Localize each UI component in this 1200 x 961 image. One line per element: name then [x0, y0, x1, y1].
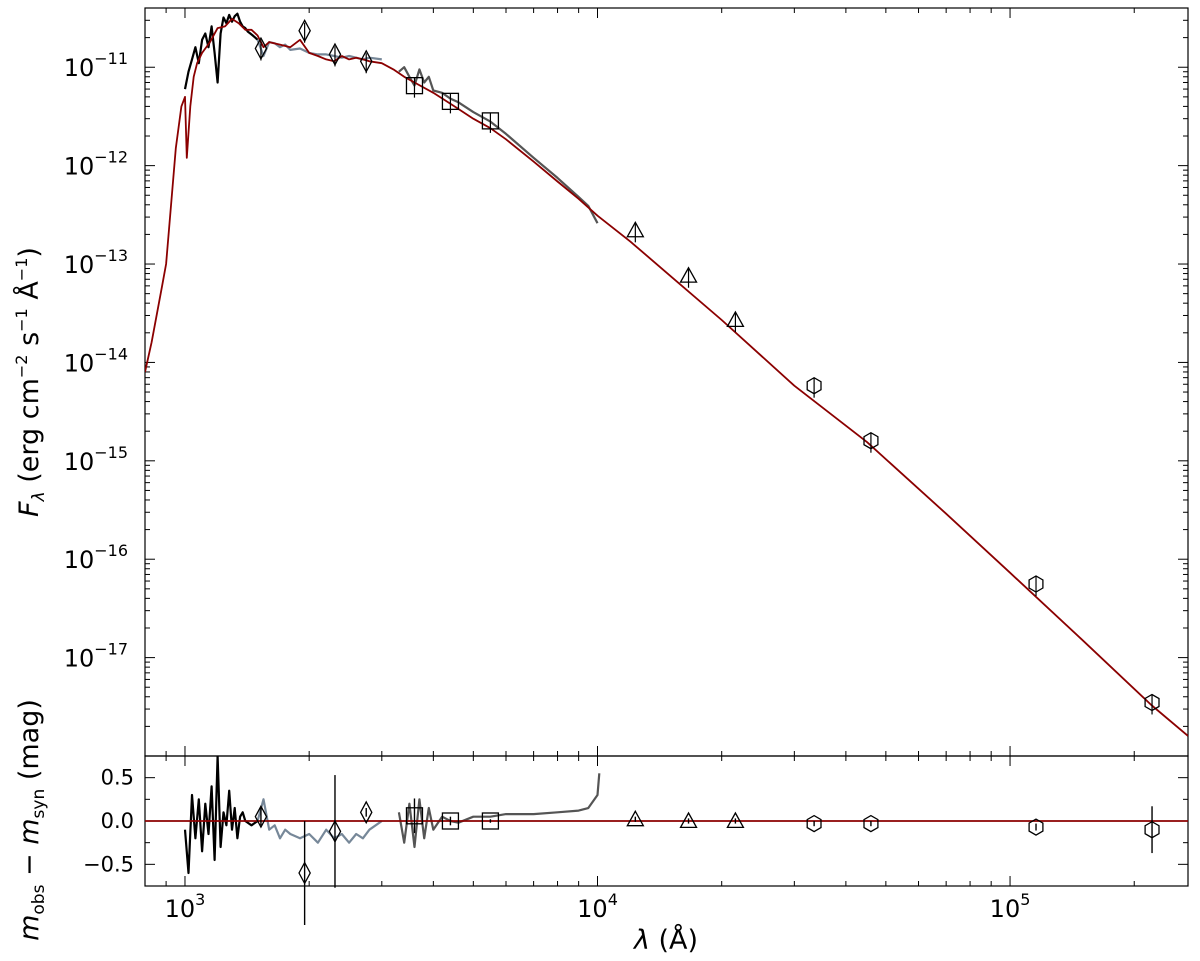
model-spectrum-line	[145, 18, 1188, 737]
x-tick-label: 105	[990, 890, 1031, 923]
diamond-marker	[359, 49, 373, 74]
diamond-marker	[254, 804, 268, 829]
residual-panel: 0.5 0.0 −0.5 103 104 105	[83, 755, 1189, 925]
triangle-marker	[679, 811, 698, 829]
x-tick-label: 103	[165, 890, 206, 923]
hexagon-marker	[863, 431, 879, 450]
y-tick-label: 0.0	[101, 809, 134, 833]
y-tick-label: 10−11	[64, 49, 128, 82]
diamond-marker	[359, 800, 373, 825]
triangle-marker	[679, 266, 698, 283]
sed-y-axis-label: Fλ (erg cm−2 s−1 Å−1)	[12, 247, 49, 517]
x-tick-label: 104	[577, 890, 618, 923]
square-marker	[405, 76, 424, 95]
hexagon-marker	[806, 814, 822, 833]
square-marker	[405, 807, 424, 825]
diamond-marker	[298, 18, 311, 43]
y-tick-label: 10−13	[64, 246, 128, 279]
y-tick-label: 10−14	[64, 344, 128, 377]
square-marker	[481, 812, 500, 830]
hexagon-marker	[1028, 818, 1044, 836]
triangle-marker	[626, 220, 645, 238]
sed-series-group	[145, 12, 1188, 737]
square-marker	[441, 92, 460, 111]
residual-y-tick-labels: 0.5 0.0 −0.5	[83, 766, 134, 877]
y-tick-label: 10−12	[64, 148, 128, 181]
hexagon-marker	[806, 376, 822, 395]
sed-panel: 10−11 10−12 10−13 10−14 10−15 10−16 10−17	[64, 7, 1189, 757]
hexagon-marker	[1144, 693, 1160, 712]
sed-axis-ticks	[144, 7, 1188, 757]
triangle-marker	[626, 809, 645, 827]
y-tick-label: 0.5	[101, 766, 134, 790]
hexagon-marker	[1028, 575, 1044, 593]
triangle-marker	[726, 811, 745, 829]
square-marker	[481, 112, 500, 130]
square-marker	[441, 812, 460, 830]
optical-residual-line	[397, 773, 601, 849]
hexagon-marker	[863, 814, 879, 833]
diamond-marker	[254, 36, 268, 61]
diamond-marker	[298, 861, 311, 885]
y-tick-label: 10−16	[64, 541, 128, 574]
sed-y-tick-labels: 10−11 10−12 10−13 10−14 10−15 10−16 10−17	[64, 49, 128, 672]
y-tick-label: 10−17	[64, 640, 128, 673]
x-axis-label: λ (Å)	[632, 924, 698, 956]
triangle-marker	[726, 310, 745, 328]
uv-residual-black-line	[183, 756, 259, 875]
residual-y-axis-label: mobs − msyn (mag)	[14, 699, 49, 941]
uv-residual-grey-line	[256, 798, 383, 844]
residual-axis-ticks	[144, 755, 1188, 887]
uv-spectrum-black-line	[183, 12, 259, 90]
y-tick-label: −0.5	[83, 852, 134, 876]
residual-series-group	[145, 756, 1188, 875]
residual-points-group	[254, 775, 1160, 925]
sed-photometry-group	[254, 18, 1160, 715]
diamond-marker	[328, 819, 342, 844]
hexagon-marker	[1144, 820, 1160, 839]
sed-plot-frame	[144, 7, 1189, 757]
x-tick-labels: 103 104 105	[165, 890, 1031, 923]
diamond-marker	[328, 42, 342, 67]
y-tick-label: 10−15	[64, 443, 128, 476]
